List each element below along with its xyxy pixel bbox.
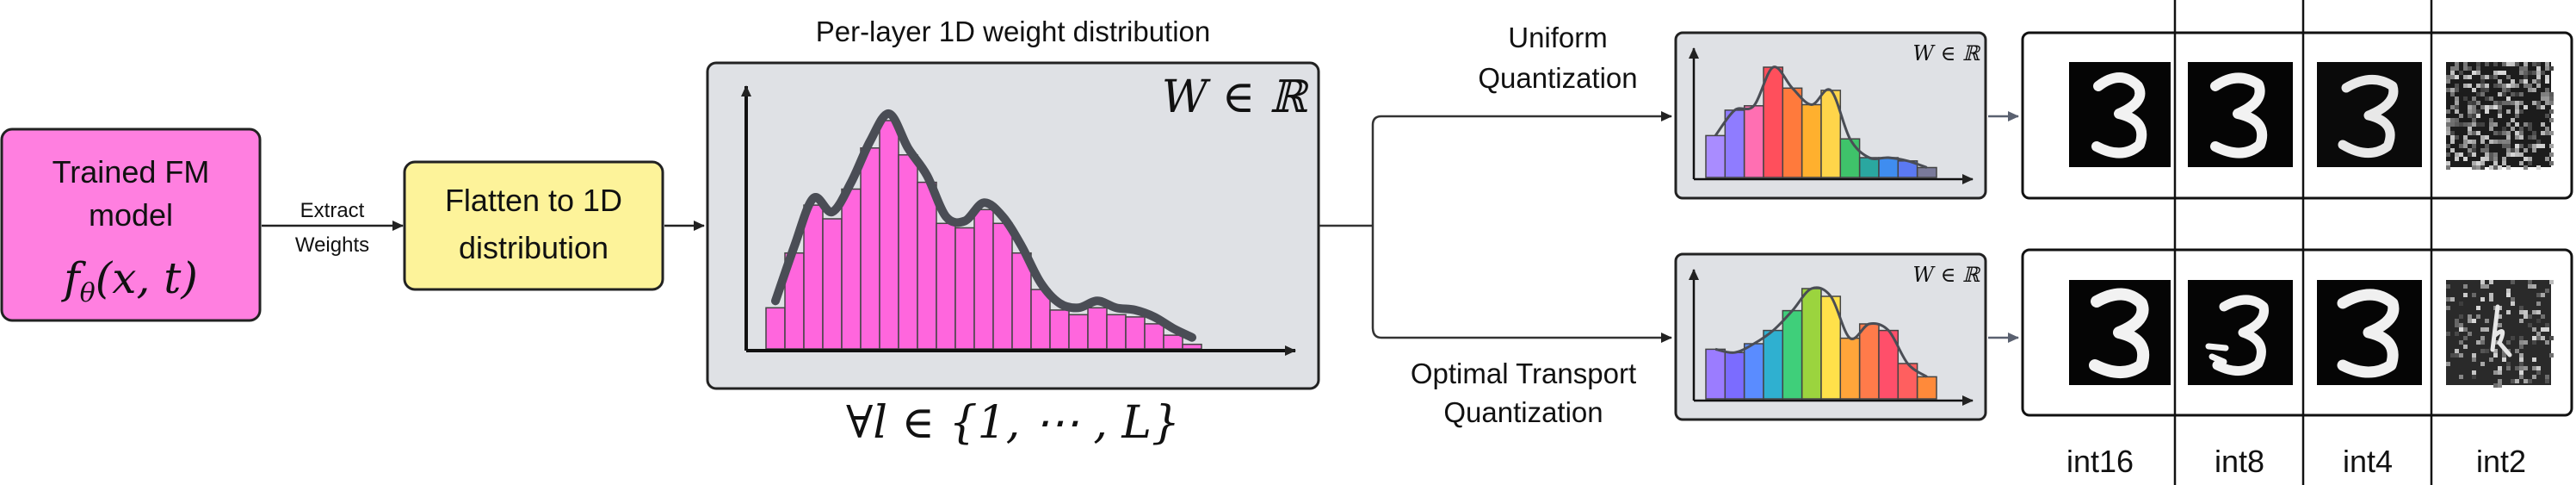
uniform-histogram-bar-9 (1878, 157, 1900, 178)
ot-label-line1: Optimal Transport (1411, 358, 1636, 389)
flatten-line1: Flatten to 1D (445, 183, 622, 218)
column-label-int16: int16 (2066, 444, 2134, 479)
trained-fm-line1: Trained FM (53, 154, 210, 190)
main-histogram-bar-2 (803, 204, 824, 350)
ot-int4-sample (2317, 280, 2422, 385)
main-histogram-bar-8 (917, 181, 937, 350)
ot-int2-sample (2446, 280, 2554, 388)
uniform-int2-sample (2446, 62, 2554, 170)
main-histogram-bar-17 (1087, 307, 1108, 350)
ot-quantization-panel: W ∈ ℝ (1674, 252, 1987, 421)
uniform-weight-symbol: W ∈ ℝ (1912, 41, 1981, 65)
ot-histogram-bar-2 (1743, 343, 1764, 400)
uniform-int8-sample (2188, 62, 2293, 167)
uniform-histogram-bar-0 (1705, 134, 1727, 178)
main-histogram-bar-0 (765, 307, 786, 350)
main-histogram-bar-4 (841, 188, 862, 350)
flatten-line2: distribution (459, 230, 608, 265)
uniform-label-line1: Uniform (1508, 22, 1608, 53)
ot-int16-sample (2069, 280, 2171, 385)
uniform-histogram-bar-7 (1839, 138, 1861, 178)
main-histogram-bar-16 (1068, 314, 1089, 350)
main-density-curve (771, 109, 1196, 342)
main-histogram-bar-5 (860, 147, 880, 350)
ot-histogram-bar-4 (1782, 309, 1803, 400)
ot-histogram-bar-8 (1858, 323, 1880, 400)
ot-histogram-bar-7 (1839, 337, 1861, 400)
trained-fm-box: Trained FM model fθ(x, t) (0, 127, 262, 322)
branch-connector (1319, 111, 1672, 343)
main-histogram-bar-9 (936, 222, 956, 350)
main-histogram-bar-14 (1030, 289, 1051, 350)
main-histogram-bar-21 (1163, 334, 1183, 350)
extract-label-line2: Weights (295, 233, 369, 257)
ot-histogram-bar-3 (1763, 329, 1784, 400)
uniform-int4-sample (2317, 62, 2422, 167)
uniform-int16-sample (2069, 62, 2171, 167)
ot-histogram-bar-0 (1705, 348, 1727, 400)
uniform-histogram-bar-5 (1801, 103, 1822, 178)
uniform-density-curve (1714, 65, 1928, 169)
flatten-box: Flatten to 1D distribution (403, 160, 664, 291)
main-histogram-bar-7 (898, 154, 918, 350)
main-panel-footer: ∀l ∈ {1, ⋯ , L} (846, 397, 1180, 449)
main-histogram-bars (765, 120, 1202, 350)
uniform-label-line2: Quantization (1478, 62, 1637, 94)
uniform-quantization-panel: W ∈ ℝ (1674, 31, 1987, 200)
ot-weight-symbol: W ∈ ℝ (1912, 263, 1981, 287)
column-label-int8: int8 (2215, 444, 2264, 479)
main-weight-symbol: W ∈ ℝ (1162, 72, 1310, 123)
uniform-histogram-bar-3 (1763, 66, 1784, 178)
uniform-histogram-bar-8 (1858, 157, 1880, 178)
main-histogram-bar-11 (973, 208, 994, 350)
main-histogram-bar-12 (992, 222, 1013, 350)
ot-label-line2: Quantization (1443, 396, 1603, 428)
main-histogram-bar-20 (1144, 323, 1164, 350)
ot-histogram-bar-5 (1801, 288, 1822, 400)
main-distribution-panel: W ∈ ℝ (706, 61, 1320, 390)
uniform-histogram-bar-11 (1916, 166, 1937, 178)
uniform-histogram-bar-4 (1782, 87, 1803, 178)
extract-label-line1: Extract (300, 199, 365, 222)
ot-int8-sample (2188, 280, 2293, 385)
main-histogram-bar-6 (879, 120, 899, 350)
uniform-histogram-bar-2 (1743, 105, 1764, 178)
trained-fm-line2: model (89, 197, 173, 233)
column-label-int2: int2 (2476, 444, 2526, 479)
main-panel-title: Per-layer 1D weight distribution (816, 16, 1211, 47)
main-histogram-bar-22 (1182, 343, 1202, 350)
sample-grid: int16 int8 int4 int2 (2021, 0, 2573, 485)
ot-histogram-bar-11 (1916, 376, 1937, 400)
ot-density-curve (1714, 286, 1928, 378)
main-histogram-bar-18 (1106, 314, 1127, 350)
column-label-int4: int4 (2343, 444, 2393, 479)
main-histogram-bar-15 (1049, 309, 1070, 350)
main-histogram-bar-3 (822, 218, 843, 350)
main-histogram-bar-19 (1125, 316, 1146, 350)
uniform-histogram-bar-1 (1724, 109, 1745, 178)
ot-histogram-bar-1 (1724, 351, 1745, 400)
uniform-histogram-bars (1705, 66, 1937, 178)
main-histogram-bar-10 (954, 227, 975, 350)
